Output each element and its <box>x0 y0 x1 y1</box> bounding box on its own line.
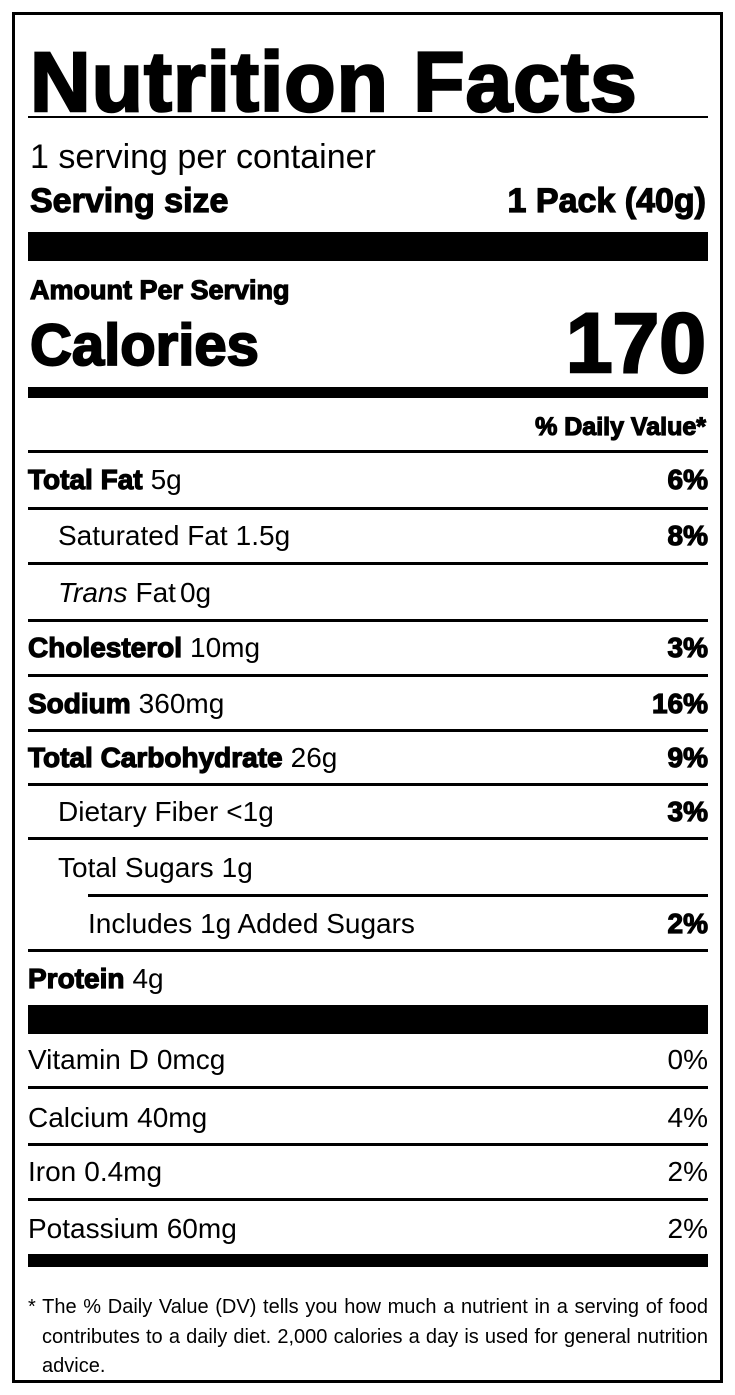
divider <box>28 1086 708 1089</box>
nutrient-dv: 2% <box>667 907 709 939</box>
nutrient-row-total-fat: Total Fat 5g 6% <box>27 453 709 507</box>
nutrient-row-protein: Protein 4g <box>27 952 708 1006</box>
nutrient-dv: 8% <box>667 519 709 551</box>
nutrient-name: Cholesterol <box>27 631 183 663</box>
calories-value: 170 <box>565 295 708 392</box>
nutrient-amount: 26g <box>290 742 338 773</box>
thick-divider <box>28 387 708 398</box>
divider <box>28 729 708 732</box>
vitamin-name: Iron <box>28 1156 77 1187</box>
nutrient-name: Total Fat <box>27 463 143 495</box>
nutrient-row-dietary-fiber: Dietary Fiber <1g 3% <box>28 785 709 839</box>
nutrient-amount: 10mg <box>190 632 261 663</box>
nutrient-dv: 16% <box>651 687 708 719</box>
vitamin-dv: 2% <box>667 1156 708 1187</box>
vitamin-row-iron: Iron 0.4mg 2% <box>28 1145 708 1199</box>
nutrient-row-total-sugars: Total Sugars 1g <box>28 841 708 895</box>
nutrient-row-trans-fat: Trans Fat 0g <box>28 566 708 620</box>
calories-label: Calories <box>29 312 260 379</box>
vitamin-amount: 40mg <box>137 1102 208 1133</box>
divider <box>28 507 708 510</box>
nutrient-name: Total Carbohydrate <box>27 741 283 773</box>
vitamin-row-vitamin-d: Vitamin D 0mcg 0% <box>28 1033 708 1087</box>
divider <box>28 450 708 453</box>
nutrition-facts-label: Nutrition Facts 1 serving per container … <box>12 12 723 1383</box>
nutrient-name: Trans <box>58 577 128 608</box>
nutrient-row-added-sugars: Includes 1g Added Sugars 2% <box>28 897 709 951</box>
thick-divider <box>28 1005 708 1034</box>
vitamin-name: Potassium <box>28 1213 159 1244</box>
servings-per-container: 1 serving per container <box>30 138 376 176</box>
nutrient-dv: 3% <box>667 795 709 827</box>
divider <box>28 116 708 118</box>
divider <box>28 619 708 622</box>
divider <box>28 674 708 677</box>
nutrient-dv: 9% <box>667 741 709 773</box>
nutrient-name: Dietary Fiber <box>58 796 219 827</box>
nutrient-amount: 5g <box>150 464 182 495</box>
nutrient-dv: 3% <box>667 631 709 663</box>
label-title: Nutrition Facts <box>29 35 638 129</box>
divider <box>28 1143 708 1146</box>
nutrient-row-saturated-fat: Saturated Fat 1.5g 8% <box>28 509 709 563</box>
nutrient-amount: 0g <box>179 577 212 608</box>
vitamin-amount: 0mcg <box>156 1044 226 1075</box>
nutrient-amount: 1.5g <box>235 520 291 551</box>
vitamin-dv: 0% <box>667 1044 708 1075</box>
vitamin-dv: 2% <box>667 1213 708 1244</box>
nutrient-name: Includes 1g Added Sugars <box>88 908 415 939</box>
thick-divider <box>28 1254 708 1267</box>
serving-size-label: Serving size <box>29 181 229 220</box>
nutrient-row-sodium: Sodium 360mg 16% <box>27 677 708 731</box>
nutrient-name: Sodium <box>27 687 131 719</box>
daily-value-header: % Daily Value* <box>534 412 706 441</box>
nutrient-dv: 6% <box>667 463 709 495</box>
divider <box>28 1198 708 1201</box>
nutrient-amount: <1g <box>226 796 274 827</box>
thick-divider <box>28 232 708 261</box>
nutrient-name-suffix: Fat <box>135 577 176 608</box>
nutrient-name: Total Sugars <box>58 852 214 883</box>
nutrient-row-cholesterol: Cholesterol 10mg 3% <box>27 621 709 675</box>
nutrient-name: Saturated Fat <box>58 520 228 551</box>
nutrient-name: Protein <box>27 962 125 994</box>
vitamin-row-calcium: Calcium 40mg 4% <box>28 1091 708 1145</box>
nutrient-row-total-carbohydrate: Total Carbohydrate 26g 9% <box>27 731 709 785</box>
nutrient-amount: 360mg <box>138 688 225 719</box>
amount-per-serving: Amount Per Serving <box>29 274 290 305</box>
divider <box>28 783 708 786</box>
footnote: * The % Daily Value (DV) tells you how m… <box>28 1296 708 1377</box>
vitamin-name: Vitamin D <box>28 1044 149 1075</box>
vitamin-row-potassium: Potassium 60mg 2% <box>28 1202 708 1256</box>
divider <box>28 837 708 840</box>
serving-size-value: 1 Pack (40g) <box>507 181 707 220</box>
vitamin-amount: 60mg <box>166 1213 237 1244</box>
divider <box>28 949 708 952</box>
vitamin-dv: 4% <box>667 1102 708 1133</box>
nutrient-amount: 4g <box>132 963 164 994</box>
divider <box>88 894 708 897</box>
nutrient-amount: 1g <box>221 852 253 883</box>
vitamin-amount: 0.4mg <box>84 1156 163 1187</box>
vitamin-name: Calcium <box>28 1102 130 1133</box>
divider <box>28 562 708 565</box>
